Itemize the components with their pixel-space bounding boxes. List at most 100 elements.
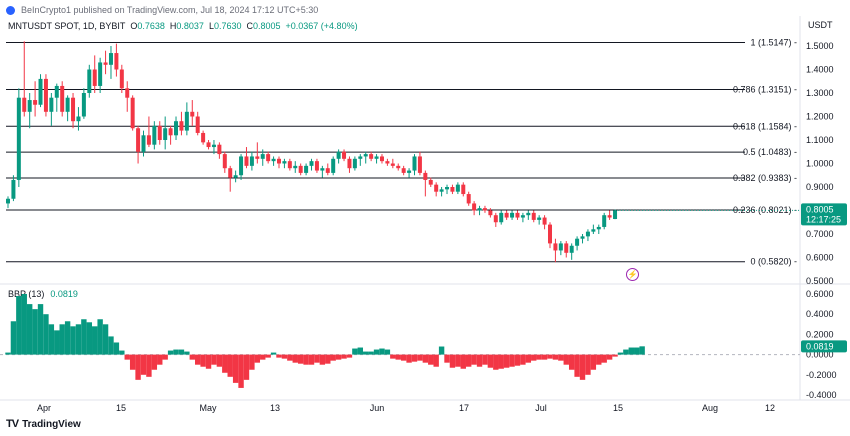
bbp-bar bbox=[536, 354, 542, 360]
bbp-bar bbox=[308, 354, 315, 365]
bbp-bar bbox=[428, 354, 434, 365]
bbp-bar bbox=[26, 304, 33, 355]
candle-body bbox=[92, 69, 97, 86]
bbp-value: 0.0819 bbox=[50, 289, 78, 299]
bbp-bar bbox=[37, 304, 44, 355]
bbp-bar bbox=[395, 354, 401, 360]
time-tick-label: Apr bbox=[37, 403, 51, 413]
candle-body bbox=[325, 168, 330, 173]
candle-body bbox=[585, 231, 590, 237]
close-label: C bbox=[246, 21, 253, 31]
bbp-bar bbox=[384, 349, 391, 355]
candle-body bbox=[179, 121, 184, 131]
candle-body bbox=[87, 69, 92, 93]
bbp-bar bbox=[205, 354, 212, 369]
bbp-bar bbox=[113, 342, 120, 355]
bbp-bar bbox=[617, 352, 624, 355]
candle-body bbox=[363, 154, 368, 157]
bbp-bar bbox=[639, 346, 645, 355]
open-value: 0.7638 bbox=[137, 21, 165, 31]
bbp-bar bbox=[129, 354, 136, 370]
candle-body bbox=[244, 156, 249, 166]
candle-body bbox=[298, 165, 303, 173]
bbp-bar bbox=[357, 347, 363, 355]
candle-body bbox=[136, 128, 141, 152]
bbp-bar bbox=[531, 354, 537, 361]
publisher-line: BeInCrypto1 published on TradingView.com… bbox=[0, 0, 850, 16]
bbp-bar bbox=[417, 354, 423, 361]
high-value: 0.8037 bbox=[176, 21, 204, 31]
lightning-icon[interactable]: ⚡ bbox=[626, 268, 639, 281]
bbp-bar bbox=[21, 294, 27, 355]
bbp-bar bbox=[270, 352, 277, 355]
time-tick-label: 17 bbox=[459, 403, 469, 413]
candle-body bbox=[266, 154, 271, 162]
bbp-badge bbox=[801, 340, 847, 353]
candle-body bbox=[542, 217, 547, 225]
candle-body bbox=[6, 198, 10, 204]
bbp-bar bbox=[92, 326, 98, 355]
candle-body bbox=[271, 158, 276, 162]
bbp-bar bbox=[178, 349, 185, 355]
bbp-bar bbox=[471, 354, 477, 365]
time-tick-label: Jul bbox=[535, 403, 547, 413]
symbol-name[interactable]: MNTUSDT SPOT, 1D, BYBIT bbox=[8, 21, 126, 31]
bbp-bar bbox=[466, 354, 472, 367]
bbp-bar bbox=[482, 354, 488, 365]
candle-body bbox=[71, 97, 76, 122]
candle-body bbox=[504, 212, 509, 218]
bbp-bar bbox=[433, 354, 439, 367]
bbp-bar bbox=[97, 319, 103, 355]
candle-body bbox=[591, 229, 596, 232]
time-tick-label: Aug bbox=[702, 403, 718, 413]
candle-body bbox=[282, 161, 287, 164]
currency-label[interactable]: USDT bbox=[808, 20, 833, 30]
time-tick-label: Jun bbox=[370, 403, 385, 413]
bbp-tick-label: -0.2000 bbox=[806, 370, 837, 380]
fib-level-label: 0.236 (0.8021) - bbox=[733, 205, 797, 215]
fib-level-label: 0.382 (0.9383) - bbox=[733, 173, 797, 183]
bbp-bar bbox=[373, 349, 380, 355]
candle-body bbox=[184, 111, 189, 131]
publisher-avatar bbox=[6, 5, 15, 15]
bbp-bar bbox=[406, 354, 412, 363]
footer-brand: TV TradingView bbox=[6, 418, 81, 430]
candle-body bbox=[108, 53, 113, 65]
candle-body bbox=[520, 215, 525, 218]
bbp-bar bbox=[216, 354, 223, 367]
bbp-bar bbox=[601, 354, 607, 363]
candle-body bbox=[580, 236, 585, 239]
bbp-bar bbox=[455, 354, 461, 367]
candle-body bbox=[439, 189, 444, 192]
candle-body bbox=[65, 97, 70, 112]
price-tick-label: 0.9000 bbox=[806, 182, 834, 192]
bbp-bar bbox=[606, 354, 613, 360]
bbp-bar bbox=[254, 354, 261, 363]
bbp-bar bbox=[390, 354, 396, 359]
bbp-bar bbox=[623, 349, 629, 355]
candle-body bbox=[130, 97, 135, 129]
candle-body bbox=[390, 163, 395, 166]
bbp-bar bbox=[503, 354, 510, 368]
bbp-bar bbox=[346, 354, 353, 358]
candle-body bbox=[613, 210, 618, 220]
price-tick-label: 0.5000 bbox=[806, 276, 834, 286]
bbp-bar bbox=[368, 351, 374, 355]
candle-body bbox=[233, 175, 238, 178]
candle-body bbox=[320, 168, 325, 171]
bbp-bar bbox=[520, 354, 526, 365]
bbp-bar bbox=[232, 354, 239, 383]
candle-body bbox=[287, 161, 292, 169]
candle-body bbox=[103, 62, 108, 65]
bbp-bar bbox=[81, 319, 87, 355]
candle-body bbox=[575, 238, 580, 246]
bbp-bar bbox=[276, 354, 282, 358]
price-tick-label: 1.0000 bbox=[806, 159, 834, 169]
candle-body bbox=[11, 179, 16, 199]
bbp-tick-label: 0.2000 bbox=[806, 329, 834, 339]
bbp-bar bbox=[162, 354, 168, 360]
candle-body bbox=[168, 128, 173, 136]
candle-body bbox=[607, 215, 612, 218]
candle-body bbox=[417, 156, 422, 173]
